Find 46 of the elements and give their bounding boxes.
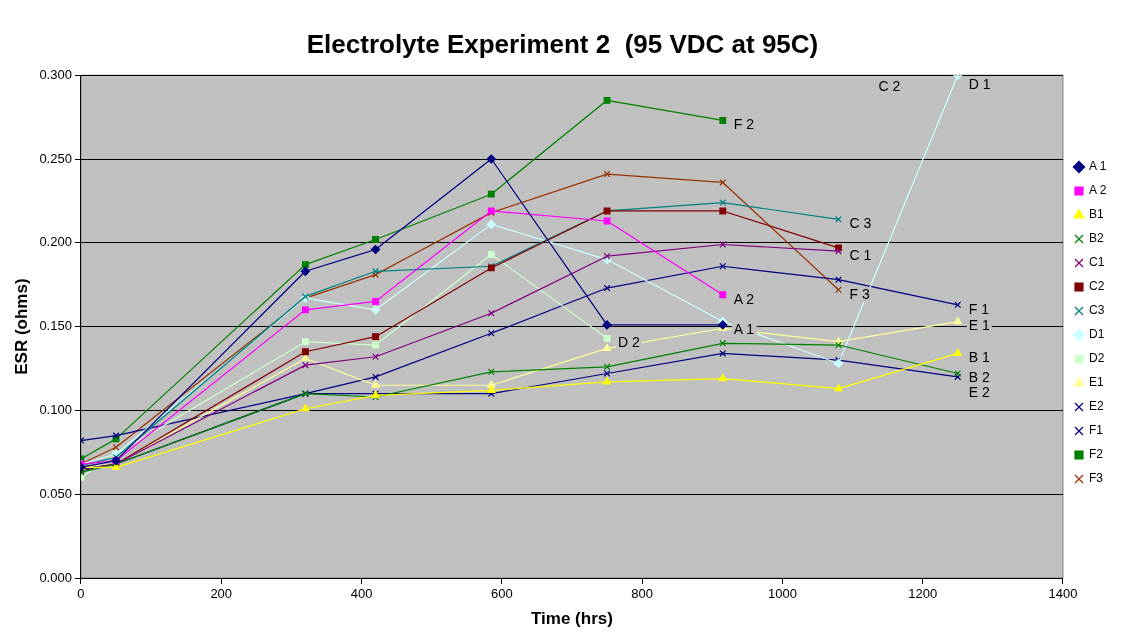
legend-label: C1 (1088, 255, 1105, 270)
x-tick-label: 600 (490, 586, 513, 602)
legend-label: F3 (1088, 471, 1104, 486)
legend-label: F1 (1088, 423, 1104, 438)
x-tick-label: 0 (77, 586, 85, 602)
x-tick-label: 400 (350, 586, 373, 602)
legend-label: D1 (1088, 327, 1105, 342)
y-tick-label: 0.200 (39, 234, 72, 250)
x-axis-title: Time (hrs) (531, 609, 613, 629)
legend-label: D2 (1088, 351, 1105, 366)
annotation: A 1 (733, 320, 755, 337)
legend-label: B1 (1088, 207, 1104, 222)
annotation: C 3 (849, 215, 872, 232)
legend-label: B2 (1088, 231, 1104, 246)
annotation: F 2 (733, 116, 755, 133)
y-tick-label: 0.050 (39, 485, 72, 501)
x-tick-label: 1400 (1048, 586, 1078, 602)
annotation: B 1 (968, 349, 990, 366)
legend-label: A 1 (1088, 159, 1107, 174)
annotation: D 1 (968, 75, 991, 92)
annotation: C 2 (878, 78, 901, 95)
annotation: C 1 (849, 247, 872, 264)
annotation: E 1 (968, 317, 990, 334)
chart-title: Electrolyte Experiment 2 (95 VDC at 95C) (306, 28, 819, 59)
legend-label: C2 (1088, 279, 1105, 294)
y-tick-label: 0.000 (39, 569, 72, 585)
annotation: E 2 (968, 384, 990, 401)
x-tick-label: 200 (210, 586, 233, 602)
legend-label: E1 (1088, 375, 1104, 390)
legend-label: E2 (1088, 399, 1104, 414)
annotation: F 1 (968, 300, 990, 317)
x-tick-label: 1200 (908, 586, 938, 602)
y-axis-title: ESR (ohms) (11, 278, 31, 375)
y-tick-label: 0.100 (39, 401, 72, 417)
x-tick-label: 800 (631, 586, 653, 602)
y-tick-label: 0.250 (39, 150, 72, 166)
annotation: B 2 (968, 369, 990, 386)
y-tick-label: 0.150 (39, 318, 72, 334)
x-tick-label: 1000 (767, 586, 797, 602)
y-tick-label: 0.300 (39, 66, 72, 82)
annotation: A 2 (733, 290, 755, 307)
legend-label: C3 (1088, 303, 1105, 318)
annotation: F 3 (849, 285, 870, 302)
legend-label: F2 (1088, 447, 1104, 462)
legend-label: A 2 (1088, 183, 1107, 198)
annotation: D 2 (618, 334, 641, 351)
